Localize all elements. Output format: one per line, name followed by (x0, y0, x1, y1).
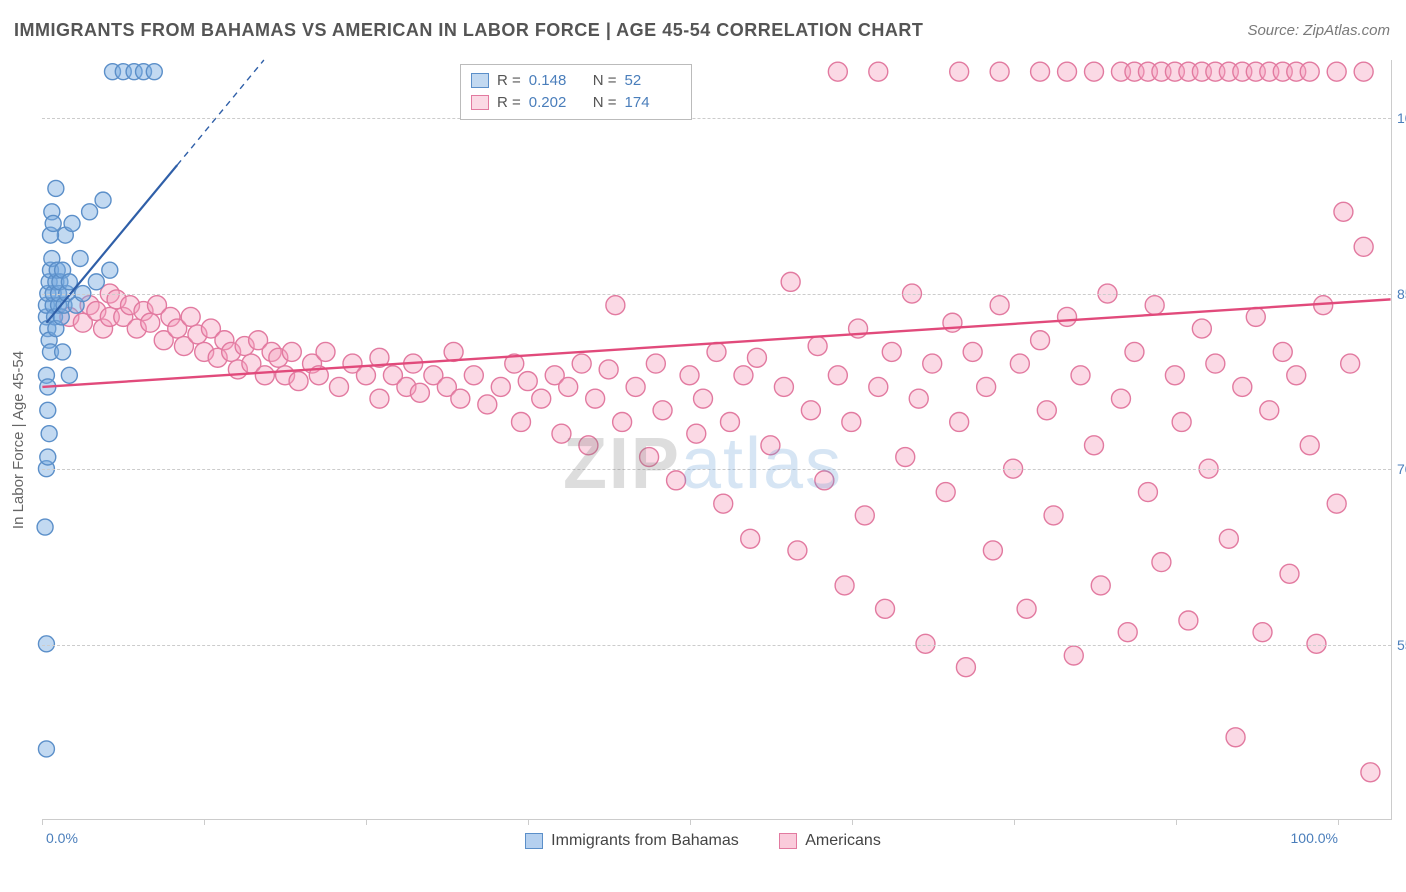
plot-svg (42, 60, 1391, 819)
series-legend: Immigrants from Bahamas Americans (0, 832, 1406, 854)
x-tick (1338, 819, 1339, 825)
n-label: N = (593, 72, 617, 89)
swatch-blue-icon (525, 833, 543, 849)
y-tick-label: 85.0% (1397, 286, 1406, 302)
y-axis-title: In Labor Force | Age 45-54 (10, 351, 27, 529)
legend-label-americans: Americans (805, 832, 881, 850)
legend-label-bahamas: Immigrants from Bahamas (551, 832, 739, 850)
legend-row-pink: R = 0.202 N = 174 (471, 91, 681, 113)
swatch-blue (471, 73, 489, 88)
x-tick (42, 819, 43, 825)
swatch-pink-icon (779, 833, 797, 849)
x-tick (204, 819, 205, 825)
gridline (42, 294, 1391, 295)
legend-item-bahamas: Immigrants from Bahamas (525, 832, 739, 850)
gridline (42, 118, 1391, 119)
source-attribution: Source: ZipAtlas.com (1247, 22, 1390, 39)
gridline (42, 645, 1391, 646)
x-tick (690, 819, 691, 825)
r-label: R = (497, 72, 521, 89)
x-tick (852, 819, 853, 825)
legend-item-americans: Americans (779, 832, 881, 850)
legend-row-blue: R = 0.148 N = 52 (471, 69, 681, 91)
x-tick (1176, 819, 1177, 825)
y-tick-label: 70.0% (1397, 461, 1406, 477)
chart-title: IMMIGRANTS FROM BAHAMAS VS AMERICAN IN L… (14, 20, 923, 41)
n-label: N = (593, 94, 617, 111)
correlation-legend: R = 0.148 N = 52 R = 0.202 N = 174 (460, 64, 692, 120)
swatch-pink (471, 95, 489, 110)
y-tick-label: 100.0% (1397, 110, 1406, 126)
scatter-plot: 55.0%70.0%85.0%100.0% (42, 60, 1392, 820)
x-tick (528, 819, 529, 825)
x-tick (366, 819, 367, 825)
r-value-blue: 0.148 (529, 72, 585, 89)
x-tick (1014, 819, 1015, 825)
gridline (42, 469, 1391, 470)
n-value-blue: 52 (625, 72, 681, 89)
r-value-pink: 0.202 (529, 94, 585, 111)
y-tick-label: 55.0% (1397, 637, 1406, 653)
n-value-pink: 174 (625, 94, 681, 111)
r-label: R = (497, 94, 521, 111)
